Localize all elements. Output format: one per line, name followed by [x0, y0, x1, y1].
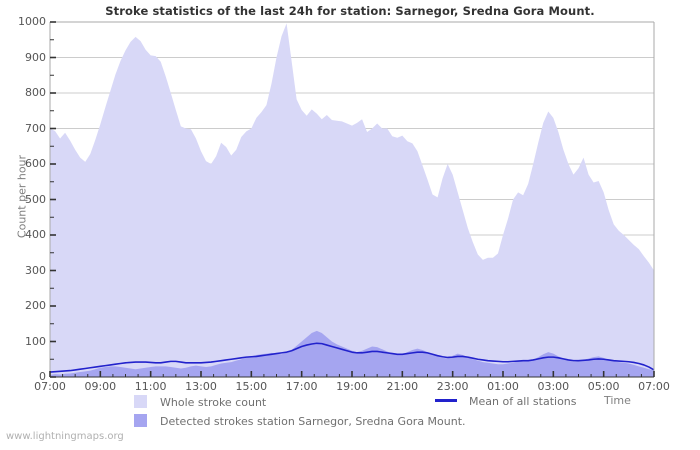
legend-item-detected-strokes: Detected strokes station Sarnegor, Sredn…: [134, 414, 466, 428]
x-tick-label: 23:00: [436, 380, 469, 393]
legend-label-detected: Detected strokes station Sarnegor, Sredn…: [160, 415, 466, 428]
y-tick-label: 1000: [18, 15, 46, 28]
y-axis-tick-labels: 0 100 200 300 400 500 600 700 800 900 1000: [0, 0, 46, 450]
x-tick-label: 03:00: [537, 380, 570, 393]
y-tick-label: 400: [25, 228, 46, 241]
legend-swatch-detected: [134, 414, 147, 427]
x-tick-label: 21:00: [386, 380, 419, 393]
y-tick-label: 100: [25, 334, 46, 348]
y-tick-label: 0: [39, 370, 46, 383]
y-tick-label: 500: [25, 192, 46, 206]
legend-item-mean-of-all-stations: Mean of all stations: [435, 395, 577, 408]
x-tick-label: 09:00: [84, 380, 117, 393]
legend-swatch-whole: [134, 395, 147, 408]
legend-label-mean: Mean of all stations: [469, 395, 577, 408]
x-tick-label: 07:00: [34, 380, 66, 393]
y-tick-label: 200: [25, 299, 46, 312]
y-tick-label: 600: [25, 157, 46, 170]
x-tick-label: 05:00: [587, 380, 620, 393]
x-tick-label: 19:00: [336, 380, 368, 393]
x-tick-label: 13:00: [185, 380, 217, 393]
y-tick-label: 300: [25, 263, 46, 277]
legend-line-mean: [435, 399, 457, 402]
x-axis-label: Time: [604, 394, 631, 407]
x-tick-label: 17:00: [285, 380, 318, 393]
x-tick-label: 11:00: [134, 380, 167, 393]
source-watermark: www.lightningmaps.org: [6, 431, 124, 442]
chart-title: Stroke statistics of the last 24h for st…: [105, 4, 595, 18]
x-tick-label: 15:00: [235, 380, 268, 393]
y-tick-label: 700: [25, 121, 46, 135]
legend-item-whole-stroke-count: Whole stroke count: [134, 395, 266, 409]
y-tick-label: 800: [25, 86, 46, 99]
y-tick-label: 900: [25, 50, 46, 64]
x-tick-label: 01:00: [487, 380, 519, 393]
x-tick-label: 07:00: [638, 380, 670, 393]
legend-label-whole: Whole stroke count: [160, 396, 267, 409]
